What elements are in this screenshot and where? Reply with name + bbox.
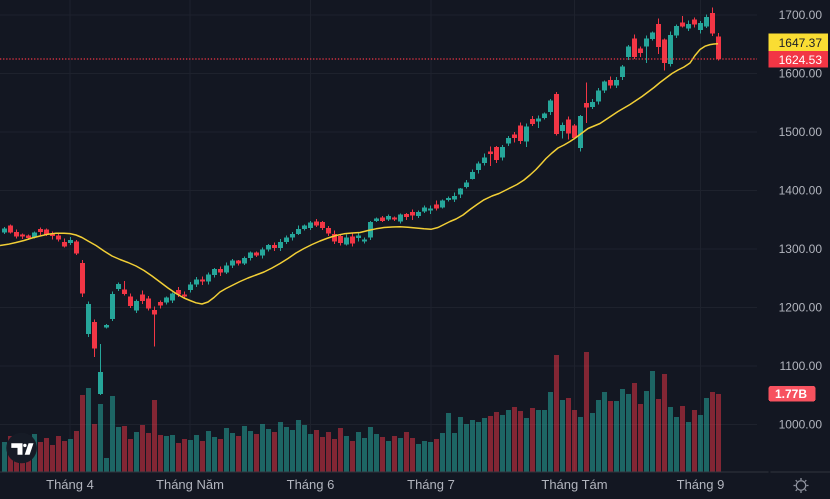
svg-text:1647.37: 1647.37 bbox=[779, 36, 823, 50]
svg-text:1600.00: 1600.00 bbox=[779, 67, 823, 81]
svg-text:Tháng 6: Tháng 6 bbox=[287, 477, 335, 492]
svg-text:1400.00: 1400.00 bbox=[779, 184, 823, 198]
svg-text:1200.00: 1200.00 bbox=[779, 301, 823, 315]
svg-text:Tháng Tám: Tháng Tám bbox=[541, 477, 607, 492]
svg-text:1300.00: 1300.00 bbox=[779, 242, 823, 256]
svg-text:1000.00: 1000.00 bbox=[779, 418, 823, 432]
svg-text:1500.00: 1500.00 bbox=[779, 125, 823, 139]
svg-text:1.77B: 1.77B bbox=[775, 387, 807, 401]
svg-text:Tháng Năm: Tháng Năm bbox=[156, 477, 224, 492]
svg-text:1624.53: 1624.53 bbox=[779, 53, 823, 67]
svg-text:1700.00: 1700.00 bbox=[779, 8, 823, 22]
svg-text:1100.00: 1100.00 bbox=[780, 359, 823, 373]
svg-text:Tháng 9: Tháng 9 bbox=[677, 477, 725, 492]
svg-text:Tháng 7: Tháng 7 bbox=[407, 477, 455, 492]
svg-text:Tháng 4: Tháng 4 bbox=[46, 477, 94, 492]
